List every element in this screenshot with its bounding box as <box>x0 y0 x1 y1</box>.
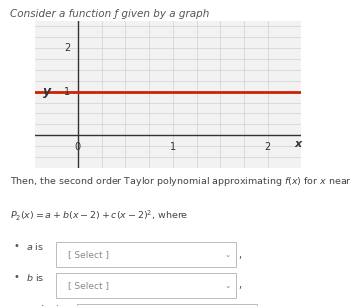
Text: [ Select ]: [ Select ] <box>68 250 109 259</box>
Text: 1: 1 <box>64 87 70 97</box>
Text: Consider a function ƒ given by a graph: Consider a function ƒ given by a graph <box>10 9 210 19</box>
Text: x: x <box>294 139 301 149</box>
Text: •: • <box>14 303 20 306</box>
Text: $a$ is: $a$ is <box>26 241 44 252</box>
FancyBboxPatch shape <box>56 273 236 298</box>
Text: ⌄: ⌄ <box>225 250 231 259</box>
Text: [ Select ]: [ Select ] <box>68 281 109 290</box>
Text: 2: 2 <box>64 43 70 53</box>
Text: $P_2(x) = a + b(x-2) + c(x-2)^2$, where: $P_2(x) = a + b(x-2) + c(x-2)^2$, where <box>10 209 189 223</box>
Text: and $c$ is: and $c$ is <box>26 303 64 306</box>
Text: •: • <box>14 272 20 282</box>
FancyBboxPatch shape <box>56 242 236 267</box>
Text: Then, the second order Taylor polynomial approximating $f(x)$ for $x$ near 2 is : Then, the second order Taylor polynomial… <box>10 175 350 188</box>
FancyBboxPatch shape <box>77 304 257 306</box>
Text: 2: 2 <box>265 142 271 152</box>
Text: $b$ is: $b$ is <box>26 272 44 283</box>
Text: ,: , <box>238 249 241 259</box>
Text: ⌄: ⌄ <box>225 281 231 290</box>
Text: ,: , <box>238 281 241 290</box>
Text: 1: 1 <box>170 142 176 152</box>
Text: y: y <box>43 85 51 98</box>
Text: 0: 0 <box>75 142 81 152</box>
Text: •: • <box>14 241 20 251</box>
